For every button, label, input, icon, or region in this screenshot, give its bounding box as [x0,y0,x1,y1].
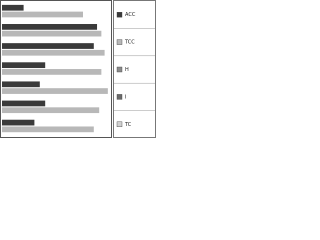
bar [2,81,40,88]
bar [2,24,98,30]
legend-swatch [116,121,123,128]
bar [2,100,46,107]
legend-label: I [125,94,126,100]
legend-label: H [125,67,129,73]
legend-swatch [116,11,123,18]
chart: ACC TCC H I TC [0,0,156,138]
bar [2,88,108,94]
legend-label: TC [124,122,132,128]
bar [2,119,35,126]
bar [2,30,102,37]
legend-swatch [116,94,123,100]
bar [2,69,102,75]
legend-swatch [116,66,123,73]
legend-swatch [116,39,123,45]
bar [2,11,83,18]
bar [2,126,94,133]
legend-frame [113,0,156,138]
bar [2,49,105,56]
bar [2,62,46,69]
bar [2,4,24,11]
bar [2,107,100,114]
legend-label: TCC [124,40,135,46]
plot-frame [0,0,112,138]
bar [2,43,94,49]
legend-label: ACC [125,12,136,18]
